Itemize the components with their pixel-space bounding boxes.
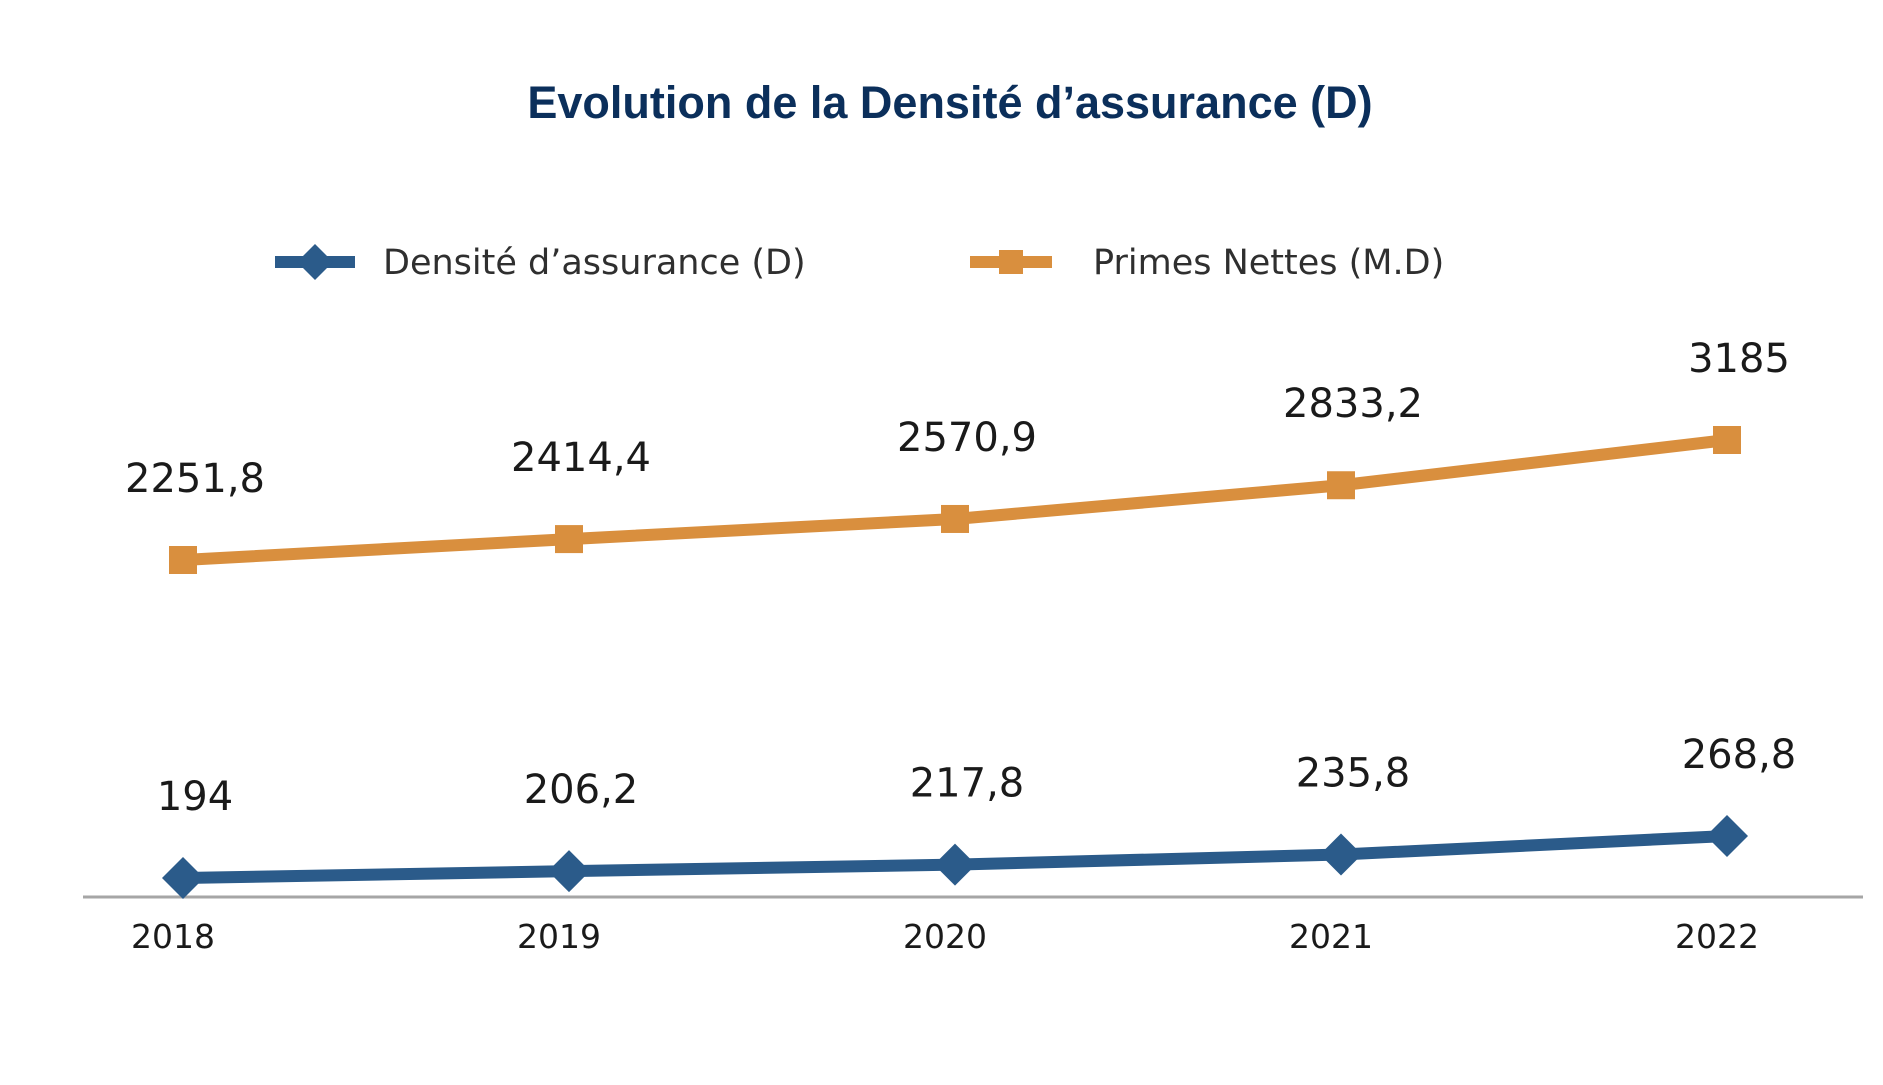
data-point-diamond — [1320, 833, 1362, 876]
data-label: 268,8 — [1682, 732, 1797, 778]
data-point-square — [1327, 471, 1355, 500]
x-tick-label: 2021 — [1289, 917, 1373, 956]
data-label: 2414,4 — [511, 435, 651, 481]
chart-title: Evolution de la Densité d’assurance (D) — [527, 77, 1372, 128]
legend-diamond-icon — [297, 244, 333, 280]
data-point-diamond — [548, 850, 590, 893]
data-point-square — [941, 504, 969, 533]
legend-item-densite: Densité d’assurance (D) — [275, 243, 806, 283]
x-tick-label: 2022 — [1675, 917, 1759, 956]
legend: Densité d’assurance (D) Primes Nettes (M… — [275, 243, 1444, 283]
data-point-diamond — [934, 843, 976, 886]
data-point-square — [169, 546, 197, 574]
x-axis-ticks: 2018 2019 2020 2021 2022 — [131, 917, 1759, 956]
series-group: 194 206,2 217,8 235,8 268,8 2251,8 2414,4 2570,… — [125, 336, 1796, 899]
data-label: 2251,8 — [125, 456, 265, 502]
legend-label-densite: Densité d’assurance (D) — [383, 243, 806, 283]
data-point-square — [1713, 426, 1741, 454]
x-tick-label: 2019 — [517, 917, 601, 956]
data-label: 2570,9 — [897, 415, 1037, 461]
data-label: 235,8 — [1296, 751, 1411, 797]
data-label: 3185 — [1688, 336, 1790, 382]
data-label: 206,2 — [524, 767, 639, 813]
data-point-diamond — [1706, 815, 1748, 857]
legend-square-icon — [999, 250, 1023, 274]
data-label: 194 — [157, 774, 233, 820]
data-label: 2833,2 — [1283, 381, 1423, 427]
series-densite: 194 206,2 217,8 235,8 268,8 — [157, 732, 1796, 899]
data-label: 217,8 — [910, 761, 1025, 807]
series-primes: 2251,8 2414,4 2570,9 2833,2 3185 — [125, 336, 1790, 574]
data-point-diamond — [162, 857, 204, 899]
legend-item-primes: Primes Nettes (M.D) — [970, 243, 1444, 283]
data-point-square — [555, 525, 583, 554]
x-tick-label: 2018 — [131, 917, 215, 956]
x-tick-label: 2020 — [903, 917, 987, 956]
legend-label-primes: Primes Nettes (M.D) — [1093, 243, 1444, 283]
